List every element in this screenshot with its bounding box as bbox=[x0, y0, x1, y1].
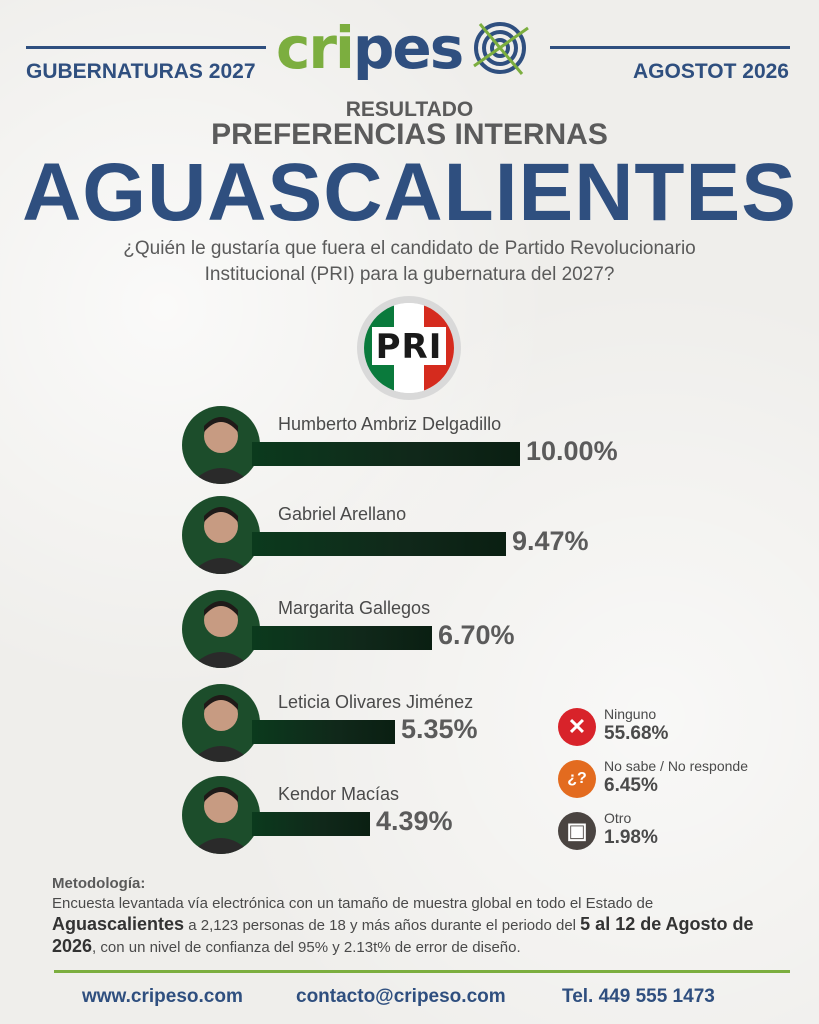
other-response-label: Otro bbox=[604, 810, 632, 826]
pri-letters: PRI bbox=[375, 327, 443, 367]
footer-website[interactable]: www.cripeso.com bbox=[82, 986, 243, 1007]
methodology-part-1: Encuesta levantada vía electrónica con u… bbox=[52, 895, 654, 912]
other-response-percentage: 6.45% bbox=[604, 775, 658, 796]
ballot-icon: ▣ bbox=[558, 812, 596, 850]
other-response-percentage: 55.68% bbox=[604, 723, 669, 744]
candidate-percentage: 10.00% bbox=[526, 436, 618, 466]
other-response-percentage: 1.98% bbox=[604, 827, 658, 848]
methodology-period: 5 al 12 de Agosto de 2026 bbox=[52, 914, 754, 956]
candidate-avatar bbox=[182, 590, 260, 668]
candidate-name: Humberto Ambriz Delgadillo bbox=[278, 414, 502, 434]
candidate-row: Humberto Ambriz Delgadillo 10.00% bbox=[0, 398, 819, 488]
candidate-row: Margarita Gallegos 6.70% bbox=[0, 582, 819, 672]
candidate-row: Kendor Macías 4.39% bbox=[0, 768, 819, 858]
x-icon: ✕ bbox=[558, 708, 596, 746]
candidate-avatar bbox=[182, 496, 260, 574]
candidate-bar bbox=[252, 442, 520, 466]
candidate-name: Margarita Gallegos bbox=[278, 598, 431, 618]
pri-logo: PRI bbox=[357, 296, 461, 400]
target-icon bbox=[473, 22, 529, 75]
candidate-name: Gabriel Arellano bbox=[278, 504, 407, 524]
survey-question: ¿Quién le gustaría que fuera el candidat… bbox=[0, 236, 819, 288]
candidate-percentage: 5.35% bbox=[401, 714, 478, 744]
candidate-name: Leticia Olivares Jiménez bbox=[278, 692, 474, 712]
methodology-state: Aguascalientes bbox=[52, 914, 185, 934]
header-left-title: GUBERNATURAS 2027 bbox=[26, 60, 256, 83]
methodology-part-3: , con un nivel de confianza del 95% y 2.… bbox=[92, 939, 521, 956]
header-rule-left bbox=[26, 46, 266, 49]
other-response-label: Ninguno bbox=[604, 706, 657, 722]
candidate-bar bbox=[252, 626, 432, 650]
header-rule-right bbox=[550, 46, 790, 49]
candidate-percentage: 9.47% bbox=[512, 526, 589, 556]
logo-wordmark: cripes bbox=[276, 14, 464, 82]
footer-email[interactable]: contacto@cripeso.com bbox=[296, 986, 506, 1007]
methodology: Metodología: Encuesta levantada vía elec… bbox=[52, 874, 774, 958]
question-line-1: ¿Quién le gustaría que fuera el candidat… bbox=[123, 238, 696, 259]
methodology-part-2: a 2,123 personas de 18 y más años durant… bbox=[184, 917, 581, 934]
footer-rule bbox=[54, 970, 790, 973]
candidate-bar bbox=[252, 720, 395, 744]
candidate-row: Gabriel Arellano 9.47% bbox=[0, 488, 819, 578]
methodology-title: Metodología: bbox=[52, 875, 146, 892]
question-icon: ¿? bbox=[558, 760, 596, 798]
subtitle: PREFERENCIAS INTERNAS bbox=[211, 118, 608, 151]
methodology-text: Encuesta levantada vía electrónica con u… bbox=[52, 894, 774, 958]
footer-phone[interactable]: Tel. 449 555 1473 bbox=[562, 986, 715, 1007]
other-response-label: No sabe / No responde bbox=[604, 758, 748, 774]
header-right-title: AGOSTOT 2026 bbox=[632, 60, 789, 83]
candidate-avatar bbox=[182, 406, 260, 484]
candidate-percentage: 6.70% bbox=[438, 620, 515, 650]
result-label: RESULTADO bbox=[345, 98, 474, 121]
candidate-bar bbox=[252, 812, 370, 836]
question-line-2: Institucional (PRI) para la gubernatura … bbox=[204, 264, 615, 285]
candidate-row: Leticia Olivares Jiménez 5.35% bbox=[0, 676, 819, 766]
state-title: AGUASCALIENTES bbox=[22, 147, 797, 238]
cripeso-logo: cripes bbox=[272, 14, 542, 86]
pri-emblem: PRI bbox=[364, 303, 454, 393]
candidate-bar bbox=[252, 532, 506, 556]
candidate-percentage: 4.39% bbox=[376, 806, 453, 836]
candidate-name: Kendor Macías bbox=[278, 784, 400, 804]
candidate-avatar bbox=[182, 776, 260, 854]
candidate-avatar bbox=[182, 684, 260, 762]
